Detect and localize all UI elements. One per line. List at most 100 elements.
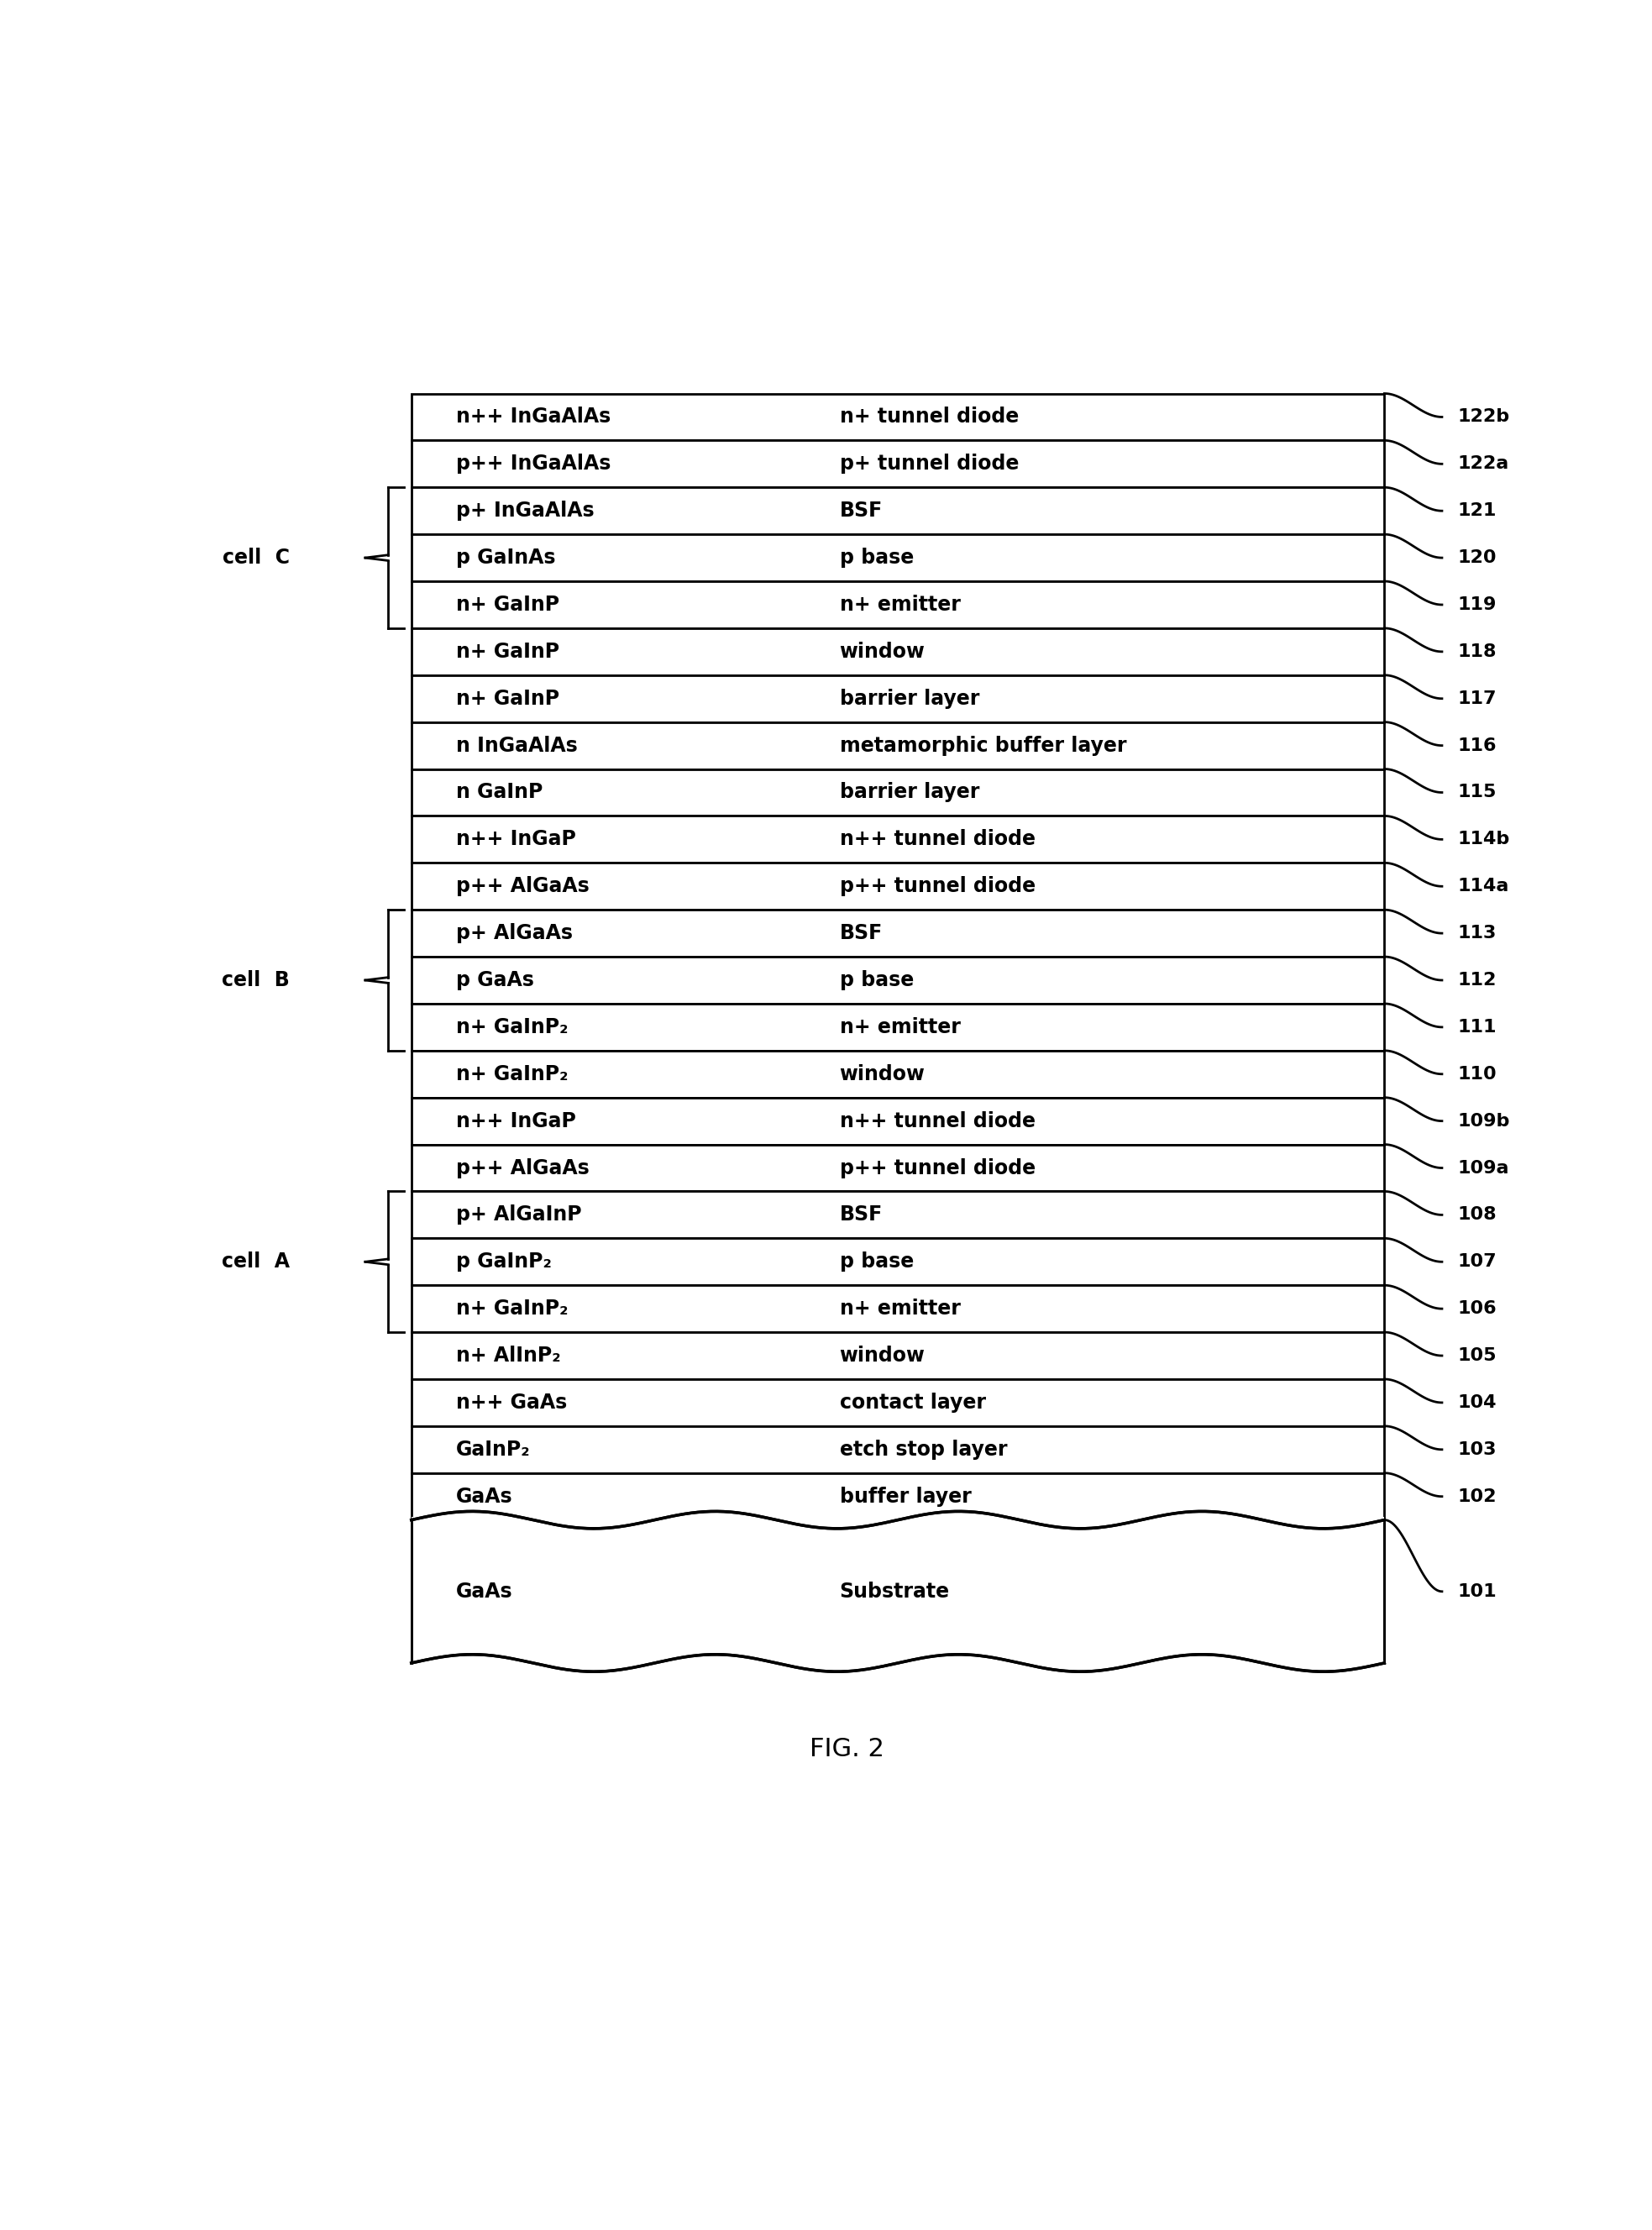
Bar [411,1425,1384,1474]
Text: 121: 121 [1457,502,1497,520]
Text: 103: 103 [1457,1441,1497,1458]
Text: 118: 118 [1457,642,1497,660]
Text: 109a: 109a [1457,1160,1508,1177]
Bar [411,769,1384,816]
Text: n++ InGaP: n++ InGaP [456,1111,577,1131]
Text: 122b: 122b [1457,408,1510,426]
Bar [411,582,1384,629]
Bar [411,1659,1384,1666]
Text: n+ tunnel diode: n+ tunnel diode [839,406,1019,428]
Text: n GaInP: n GaInP [456,783,544,803]
Text: 109b: 109b [1457,1113,1510,1128]
Text: p++ AlGaAs: p++ AlGaAs [456,876,590,896]
Text: barrier layer: barrier layer [839,689,980,709]
Text: GaInP₂: GaInP₂ [456,1438,530,1461]
Text: p GaAs: p GaAs [456,970,534,990]
Text: GaAs: GaAs [456,1581,514,1601]
Text: window: window [839,1345,925,1365]
Text: contact layer: contact layer [839,1392,986,1412]
Bar [411,1331,1384,1378]
Text: 107: 107 [1457,1253,1497,1271]
Text: BSF: BSF [839,1204,882,1224]
Text: p+ AlGaInP: p+ AlGaInP [456,1204,582,1224]
Bar [411,535,1384,582]
Text: 104: 104 [1457,1394,1497,1412]
Bar [411,910,1384,957]
Text: p++ AlGaAs: p++ AlGaAs [456,1157,590,1177]
Text: n+ GaInP₂: n+ GaInP₂ [456,1298,568,1318]
Text: n+ AlInP₂: n+ AlInP₂ [456,1345,560,1365]
Text: Substrate: Substrate [839,1581,950,1601]
Text: n++ tunnel diode: n++ tunnel diode [839,1111,1036,1131]
Text: 116: 116 [1457,738,1497,754]
Text: n+ GaInP: n+ GaInP [456,642,560,662]
Text: 108: 108 [1457,1206,1497,1224]
Text: 122a: 122a [1457,455,1508,473]
Text: p base: p base [839,970,914,990]
Text: p+ tunnel diode: p+ tunnel diode [839,455,1019,475]
Text: n++ InGaAlAs: n++ InGaAlAs [456,406,611,428]
Text: 114a: 114a [1457,879,1508,894]
Bar [411,1238,1384,1284]
Text: 105: 105 [1457,1347,1497,1365]
Text: 115: 115 [1457,785,1497,801]
Text: n++ InGaP: n++ InGaP [456,830,577,850]
Text: n+ emitter: n+ emitter [839,1298,960,1318]
Text: p GaInP₂: p GaInP₂ [456,1251,552,1271]
Text: window: window [839,642,925,662]
Text: 112: 112 [1457,972,1497,988]
Bar [411,957,1384,1004]
Bar [411,442,1384,488]
Bar [411,1516,1384,1523]
Text: n+ GaInP₂: n+ GaInP₂ [456,1064,568,1084]
Text: p++ tunnel diode: p++ tunnel diode [839,876,1036,896]
Text: window: window [839,1064,925,1084]
Text: p GaInAs: p GaInAs [456,549,555,569]
Text: n InGaAlAs: n InGaAlAs [456,736,578,756]
Text: 111: 111 [1457,1019,1497,1035]
Bar [411,816,1384,863]
Text: n+ GaInP₂: n+ GaInP₂ [456,1017,568,1037]
Text: etch stop layer: etch stop layer [839,1438,1008,1461]
Bar [411,1144,1384,1191]
Text: n++ tunnel diode: n++ tunnel diode [839,830,1036,850]
Text: 113: 113 [1457,925,1497,941]
Text: 120: 120 [1457,549,1497,566]
Text: 106: 106 [1457,1300,1497,1318]
Text: 119: 119 [1457,595,1497,613]
Text: 117: 117 [1457,691,1497,707]
Bar [411,723,1384,769]
Bar [411,1521,1384,1664]
Text: FIG. 2: FIG. 2 [809,1737,884,1762]
Text: 110: 110 [1457,1066,1497,1082]
Text: p+ AlGaAs: p+ AlGaAs [456,923,573,943]
Text: p++ tunnel diode: p++ tunnel diode [839,1157,1036,1177]
Bar [411,1050,1384,1097]
Text: p+ InGaAlAs: p+ InGaAlAs [456,502,595,522]
Bar [411,1284,1384,1331]
Text: 101: 101 [1457,1583,1497,1599]
Text: cell  C: cell C [223,549,289,569]
Text: p++ InGaAlAs: p++ InGaAlAs [456,455,611,475]
Text: GaAs: GaAs [456,1487,514,1507]
Text: cell  B: cell B [221,970,289,990]
Bar [411,1378,1384,1425]
Bar [411,1191,1384,1238]
Bar [411,629,1384,676]
Text: 114b: 114b [1457,832,1510,847]
Text: 102: 102 [1457,1487,1497,1505]
Bar [411,1097,1384,1144]
Bar [411,676,1384,723]
Text: n+ GaInP: n+ GaInP [456,595,560,615]
Bar [411,863,1384,910]
Text: cell  A: cell A [221,1251,289,1271]
Bar [411,1474,1384,1521]
Text: metamorphic buffer layer: metamorphic buffer layer [839,736,1127,756]
Text: buffer layer: buffer layer [839,1487,971,1507]
Text: p base: p base [839,1251,914,1271]
Bar [411,392,1384,442]
Text: n++ GaAs: n++ GaAs [456,1392,567,1412]
Text: n+ emitter: n+ emitter [839,595,960,615]
Bar [411,1004,1384,1050]
Text: barrier layer: barrier layer [839,783,980,803]
